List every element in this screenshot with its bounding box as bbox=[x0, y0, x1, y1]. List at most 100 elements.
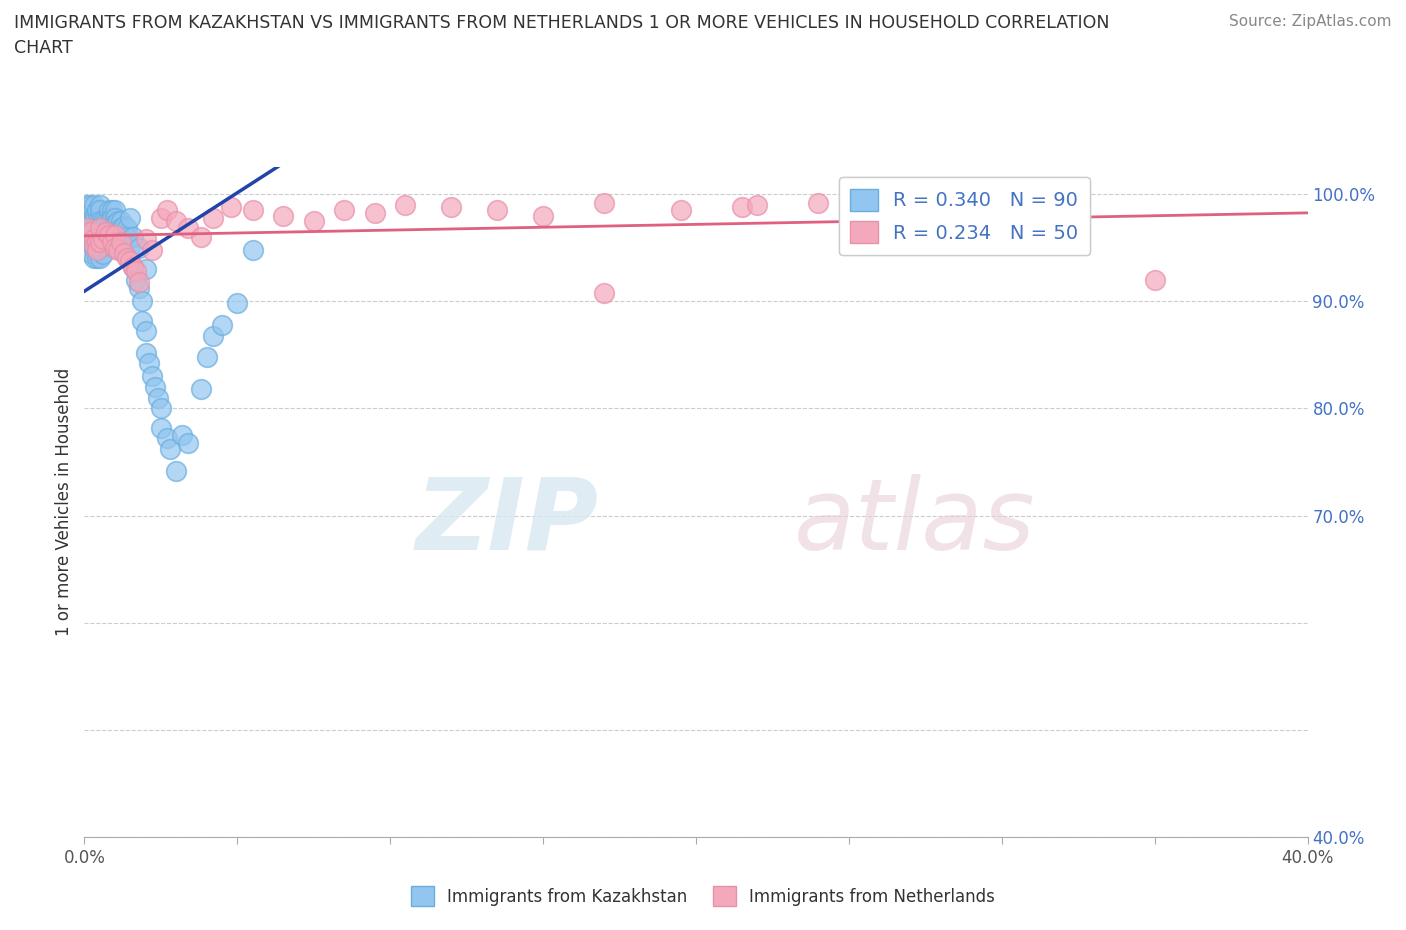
Text: Source: ZipAtlas.com: Source: ZipAtlas.com bbox=[1229, 14, 1392, 29]
Point bbox=[89, 219, 111, 233]
Point bbox=[112, 228, 135, 243]
Point bbox=[91, 221, 114, 236]
Point bbox=[104, 240, 127, 255]
Point bbox=[101, 228, 124, 243]
Point bbox=[122, 259, 145, 274]
Point bbox=[79, 235, 101, 250]
Point bbox=[104, 232, 127, 246]
Point bbox=[1143, 272, 1166, 287]
Point bbox=[91, 246, 114, 261]
Point bbox=[83, 238, 105, 253]
Point bbox=[104, 203, 127, 218]
Point bbox=[89, 235, 111, 250]
Point bbox=[104, 240, 127, 255]
Point bbox=[115, 230, 138, 245]
Point bbox=[747, 197, 769, 212]
Point bbox=[94, 232, 117, 246]
Point bbox=[79, 214, 101, 229]
Point bbox=[135, 345, 157, 360]
Point bbox=[86, 240, 108, 255]
Point bbox=[107, 214, 129, 229]
Point bbox=[110, 221, 132, 236]
Point bbox=[122, 230, 145, 245]
Point bbox=[731, 200, 754, 215]
Point bbox=[89, 197, 111, 212]
Y-axis label: 1 or more Vehicles in Household: 1 or more Vehicles in Household bbox=[55, 368, 73, 636]
Point bbox=[91, 214, 114, 229]
Point bbox=[486, 203, 509, 218]
Point bbox=[110, 235, 132, 250]
Point bbox=[97, 230, 120, 245]
Point bbox=[79, 197, 101, 212]
Point bbox=[89, 240, 111, 255]
Point bbox=[76, 221, 98, 236]
Text: atlas: atlas bbox=[794, 473, 1035, 571]
Point bbox=[211, 317, 233, 332]
Point bbox=[271, 208, 294, 223]
Point bbox=[143, 379, 166, 394]
Point bbox=[135, 232, 157, 246]
Point bbox=[107, 224, 129, 239]
Point bbox=[302, 214, 325, 229]
Point bbox=[104, 228, 127, 243]
Point bbox=[91, 232, 114, 246]
Point bbox=[120, 238, 142, 253]
Point bbox=[593, 195, 616, 210]
Point bbox=[86, 219, 108, 233]
Point bbox=[89, 214, 111, 229]
Point bbox=[138, 356, 160, 371]
Point bbox=[165, 214, 187, 229]
Point bbox=[101, 235, 124, 250]
Point bbox=[531, 208, 554, 223]
Point bbox=[101, 219, 124, 233]
Point bbox=[104, 217, 127, 232]
Point bbox=[79, 246, 101, 260]
Point bbox=[125, 272, 148, 287]
Point bbox=[86, 243, 108, 258]
Point bbox=[333, 203, 356, 218]
Point bbox=[135, 261, 157, 276]
Point bbox=[104, 224, 127, 239]
Point bbox=[83, 214, 105, 229]
Point bbox=[149, 420, 172, 435]
Point bbox=[131, 313, 153, 328]
Point bbox=[89, 230, 111, 245]
Point bbox=[112, 219, 135, 233]
Point bbox=[110, 230, 132, 245]
Point bbox=[201, 328, 224, 343]
Point bbox=[86, 214, 108, 229]
Point bbox=[97, 221, 120, 236]
Point bbox=[79, 224, 101, 239]
Point bbox=[86, 235, 108, 250]
Point bbox=[131, 294, 153, 309]
Point bbox=[83, 208, 105, 223]
Point bbox=[195, 350, 218, 365]
Point bbox=[76, 224, 98, 239]
Point bbox=[91, 238, 114, 253]
Point bbox=[242, 203, 264, 218]
Point bbox=[883, 197, 905, 212]
Point bbox=[83, 232, 105, 246]
Point bbox=[101, 203, 124, 218]
Text: CHART: CHART bbox=[14, 39, 73, 57]
Point bbox=[101, 210, 124, 225]
Point bbox=[156, 203, 179, 218]
Point bbox=[190, 381, 212, 396]
Point bbox=[146, 391, 169, 405]
Point bbox=[86, 251, 108, 266]
Point bbox=[394, 197, 416, 212]
Point bbox=[593, 286, 616, 300]
Point bbox=[115, 251, 138, 266]
Point bbox=[97, 214, 120, 229]
Point bbox=[83, 197, 105, 212]
Point bbox=[83, 240, 105, 255]
Point bbox=[76, 208, 98, 223]
Point bbox=[159, 442, 181, 457]
Point bbox=[165, 463, 187, 478]
Point bbox=[201, 210, 224, 225]
Point bbox=[83, 230, 105, 245]
Point bbox=[172, 428, 194, 443]
Point bbox=[115, 221, 138, 236]
Point bbox=[125, 264, 148, 279]
Point bbox=[86, 203, 108, 218]
